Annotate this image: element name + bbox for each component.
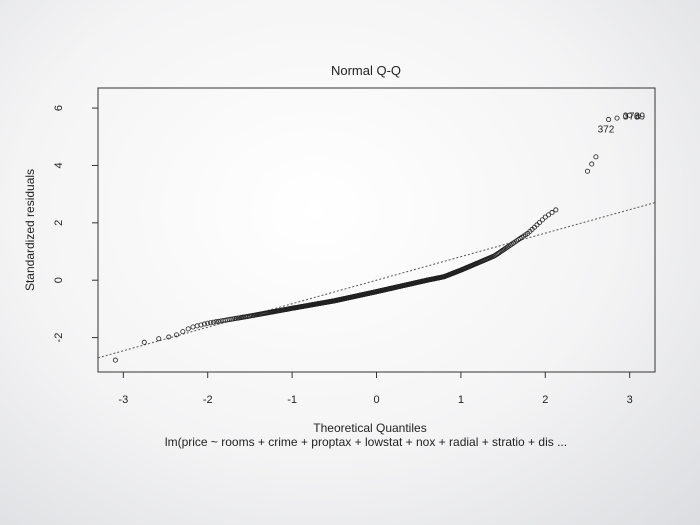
data-point	[537, 219, 543, 225]
outlier-label: 3	[623, 112, 629, 123]
x-tick-label: 1	[458, 394, 464, 406]
outlier-point	[584, 168, 590, 174]
y-tick-label: -2	[53, 333, 65, 343]
reference-line	[97, 202, 656, 359]
x-tick-label: 0	[373, 394, 379, 406]
outlier-point	[606, 117, 612, 123]
data-point	[546, 212, 552, 218]
data-point	[226, 317, 232, 323]
x-axis: -3 -2 -1 0 1 2 3	[118, 372, 633, 406]
data-point	[539, 217, 545, 223]
data-point	[156, 336, 162, 342]
outlier-label: 372	[598, 125, 615, 136]
data-point	[216, 318, 222, 324]
outlier-label: 69	[634, 112, 646, 123]
outlier-point	[593, 154, 599, 160]
x-tick-label: -3	[118, 394, 128, 406]
y-tick-label: 0	[53, 277, 65, 283]
x-tick-label: 2	[542, 394, 548, 406]
data-point	[230, 316, 236, 322]
data-point	[210, 319, 216, 325]
x-tick-label: 3	[627, 394, 633, 406]
outlier-point	[635, 114, 641, 120]
y-tick-label: 2	[53, 220, 65, 226]
data-point	[549, 210, 555, 216]
outlier-point	[627, 112, 633, 118]
data-point	[213, 319, 219, 325]
data-point	[141, 339, 147, 345]
data-point	[201, 321, 207, 327]
reference-line-group	[97, 202, 656, 359]
outlier-label: 73	[629, 112, 641, 123]
y-tick-label: 4	[53, 162, 65, 168]
x-axis-title: Theoretical Quantiles	[313, 421, 426, 435]
data-point	[112, 357, 118, 363]
plot-frame	[97, 87, 656, 373]
data-point	[208, 320, 214, 326]
chart-subtitle: lm(price ~ rooms + crime + proptax + low…	[165, 435, 567, 449]
data-point	[180, 329, 186, 335]
outlier-point	[614, 115, 620, 121]
points-group	[112, 112, 641, 363]
data-point	[553, 207, 559, 213]
outlier-point	[589, 161, 595, 167]
y-axis: -2 0 2 4 6	[53, 105, 98, 342]
y-axis-title: Standardized residuals	[23, 169, 37, 291]
data-point	[166, 334, 172, 340]
data-point	[198, 322, 204, 328]
data-point	[173, 332, 179, 338]
y-tick-label: 6	[53, 105, 65, 111]
data-point	[190, 324, 196, 330]
chart-title: Normal Q-Q	[331, 63, 401, 78]
data-point	[228, 316, 234, 322]
data-point	[185, 326, 191, 332]
plot-box-group	[97, 87, 656, 373]
data-point	[205, 320, 211, 326]
x-tick-label: -2	[203, 394, 213, 406]
data-point	[534, 222, 540, 228]
x-tick-label: -1	[287, 394, 297, 406]
